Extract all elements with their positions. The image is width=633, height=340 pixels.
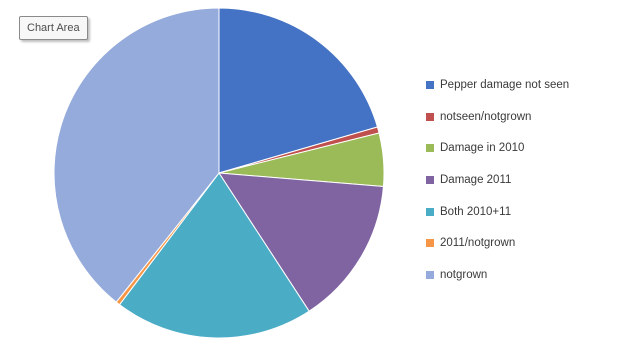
legend-swatch bbox=[426, 239, 434, 248]
legend-swatch bbox=[426, 112, 434, 121]
chart-area-tooltip: Chart Area bbox=[19, 16, 88, 40]
pie-slice-damage-2011[interactable] bbox=[218, 172, 384, 312]
legend-label: Damage 2011 bbox=[440, 173, 512, 186]
legend-item-2011-notgrown[interactable]: 2011/notgrown bbox=[426, 227, 569, 259]
legend-item-both-2010-11[interactable]: Both 2010+11 bbox=[426, 196, 569, 228]
pie-slices bbox=[53, 7, 385, 339]
legend-swatch bbox=[426, 270, 434, 279]
legend-label: notgrown bbox=[440, 268, 488, 281]
legend-label: notseen/notgrown bbox=[440, 110, 532, 123]
legend-label: Both 2010+11 bbox=[440, 205, 512, 218]
legend-label: Damage in 2010 bbox=[440, 142, 525, 155]
legend-item-pepper-damage-not-seen[interactable]: Pepper damage not seen bbox=[426, 69, 569, 101]
pie-slice-both-2010-11[interactable] bbox=[118, 172, 310, 339]
legend-label: Pepper damage not seen bbox=[440, 78, 570, 91]
legend-item-notseen-notgrown[interactable]: notseen/notgrown bbox=[426, 101, 569, 133]
legend-item-damage-in-2010[interactable]: Damage in 2010 bbox=[426, 132, 569, 164]
pie-slice-pepper-damage-not-seen[interactable] bbox=[218, 7, 379, 174]
legend-item-notgrown[interactable]: notgrown bbox=[426, 259, 569, 291]
legend-swatch bbox=[426, 144, 434, 153]
legend[interactable]: Pepper damage not seen notseen/notgrown Da… bbox=[426, 69, 569, 291]
legend-swatch bbox=[426, 207, 434, 216]
legend-label: 2011/notgrown bbox=[440, 237, 516, 250]
legend-swatch bbox=[426, 175, 434, 184]
pie-slice-notgrown[interactable] bbox=[53, 7, 220, 303]
legend-swatch bbox=[426, 80, 434, 89]
legend-item-damage-2011[interactable]: Damage 2011 bbox=[426, 164, 569, 196]
